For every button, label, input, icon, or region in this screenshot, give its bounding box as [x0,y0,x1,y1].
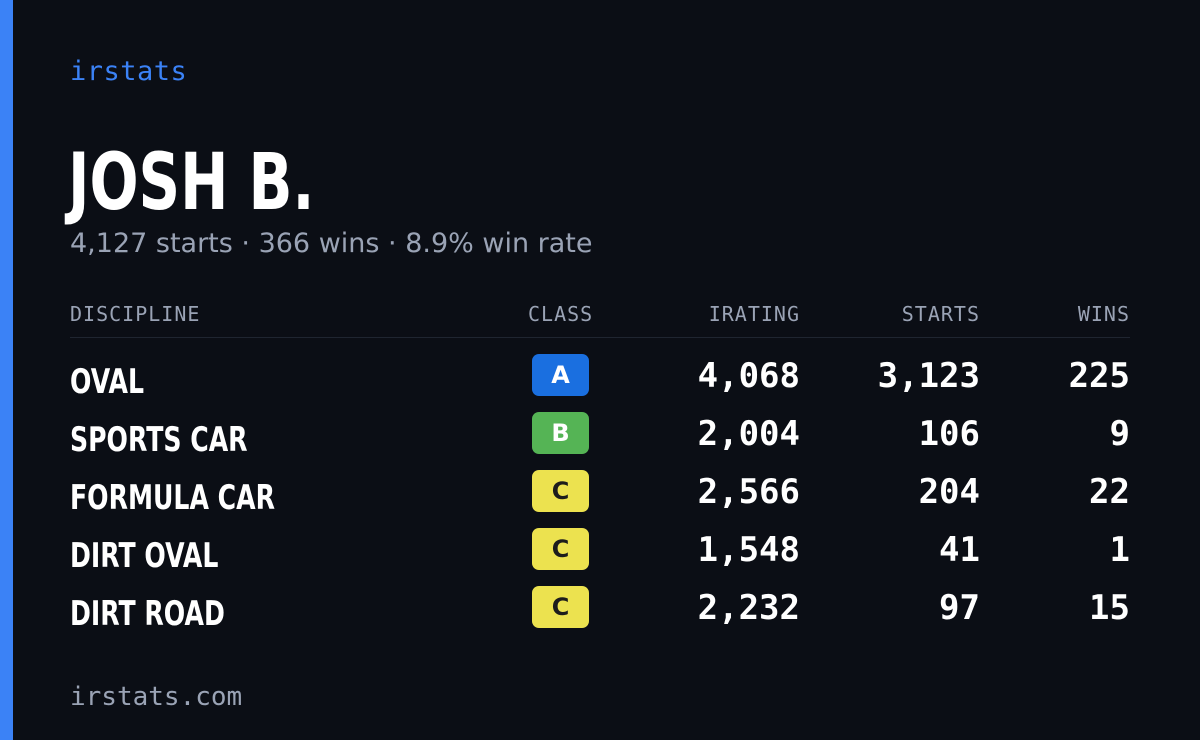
table-row: SPORTS CAR B 2,004 106 9 [70,412,1130,470]
wins-value: 9 [1109,414,1130,454]
table-header: DISCIPLINE CLASS IRATING STARTS WINS [70,300,1130,336]
irating-value: 2,004 [697,414,800,454]
table-row: FORMULA CAR C 2,566 204 22 [70,470,1130,528]
class-badge: C [532,528,589,570]
discipline-label: DIRT OVAL [70,536,219,576]
class-badge: B [532,412,589,454]
header-divider [70,337,1130,338]
header-wins: WINS [1077,302,1130,326]
driver-name: JOSH B. [68,138,315,228]
starts-value: 97 [939,588,980,628]
starts-value: 204 [918,472,980,512]
accent-bar [0,0,13,740]
discipline-label: OVAL [70,362,144,402]
wins-value: 22 [1089,472,1130,512]
irating-value: 2,232 [697,588,800,628]
discipline-label: DIRT ROAD [70,594,225,634]
discipline-label: FORMULA CAR [70,478,275,518]
header-irating: IRATING [708,302,800,326]
brand-logo: irstats [70,56,188,87]
wins-value: 225 [1068,356,1130,396]
irating-value: 2,566 [697,472,800,512]
table-row: DIRT ROAD C 2,232 97 15 [70,586,1130,644]
class-badge: C [532,586,589,628]
header-discipline: DISCIPLINE [70,302,201,326]
footer-link[interactable]: irstats.com [70,682,243,712]
driver-summary: 4,127 starts · 366 wins · 8.9% win rate [70,228,593,259]
irating-value: 1,548 [697,530,800,570]
class-badge: A [532,354,589,396]
starts-value: 41 [939,530,980,570]
wins-value: 1 [1109,530,1130,570]
table-row: DIRT OVAL C 1,548 41 1 [70,528,1130,586]
header-starts: STARTS [901,302,980,326]
wins-value: 15 [1089,588,1130,628]
class-badge: C [532,470,589,512]
irating-value: 4,068 [697,356,800,396]
table-row: OVAL A 4,068 3,123 225 [70,354,1130,412]
starts-value: 3,123 [877,356,980,396]
starts-value: 106 [918,414,980,454]
discipline-label: SPORTS CAR [70,420,248,460]
header-class: CLASS [528,302,594,326]
